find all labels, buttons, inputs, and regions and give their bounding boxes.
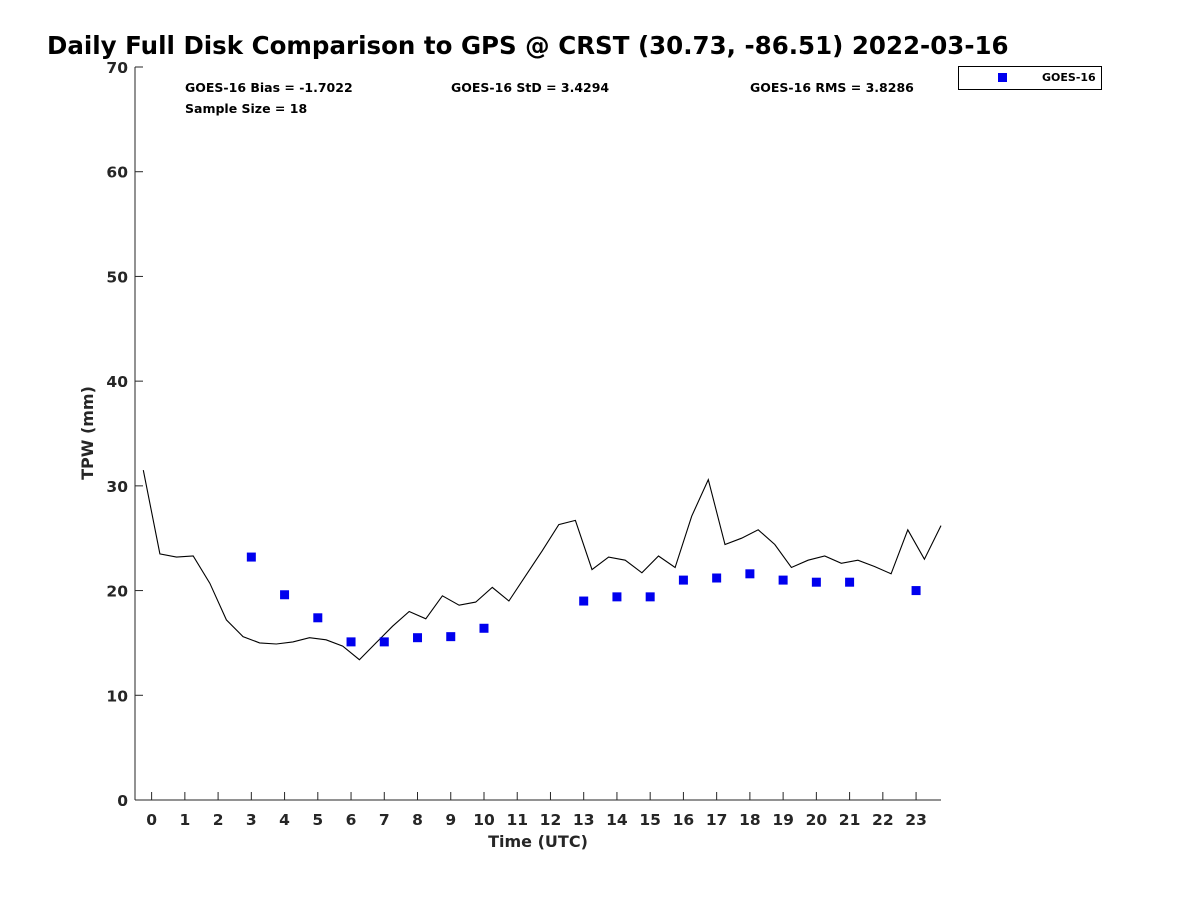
goes16-point	[645, 592, 655, 602]
gps-tpw-line	[142, 469, 942, 661]
axes	[134, 67, 941, 801]
plot-series	[142, 469, 942, 661]
goes16-point	[911, 586, 921, 596]
y-axis-ticks: 0 10 20 30 40 50 60 70	[106, 59, 143, 810]
x-tick-label: 18	[739, 811, 761, 829]
goes16-point	[712, 573, 722, 583]
goes16-point	[678, 575, 688, 585]
x-tick-label: 19	[772, 811, 794, 829]
y-tick-label: 60	[106, 164, 128, 182]
x-tick-label: 20	[806, 811, 828, 829]
x-tick-label: 14	[606, 811, 628, 829]
goes16-point	[845, 577, 855, 587]
x-tick-label: 5	[312, 811, 323, 829]
y-tick-label: 0	[117, 792, 128, 810]
goes16-point	[246, 552, 256, 562]
goes16-point	[778, 575, 788, 585]
x-tick-label: 13	[573, 811, 595, 829]
y-axis-label: TPW (mm)	[78, 386, 97, 480]
goes16-point	[446, 632, 456, 642]
x-tick-label: 21	[839, 811, 861, 829]
y-tick-label: 70	[106, 59, 128, 77]
goes16-point	[280, 590, 290, 600]
rms-stat: GOES-16 RMS = 3.8286	[750, 80, 914, 95]
x-tick-label: 2	[213, 811, 224, 829]
goes16-point	[346, 637, 356, 647]
x-tick-label: 0	[146, 811, 157, 829]
y-tick-label: 20	[106, 583, 128, 601]
legend: GOES-16	[958, 66, 1102, 90]
goes16-point	[811, 577, 821, 587]
x-tick-label: 3	[246, 811, 257, 829]
x-tick-label: 4	[279, 811, 290, 829]
goes16-point	[579, 596, 589, 606]
x-tick-label: 6	[346, 811, 357, 829]
y-tick-label: 50	[106, 268, 128, 286]
goes16-point	[413, 633, 423, 643]
x-tick-label: 11	[506, 811, 528, 829]
legend-box	[958, 66, 1102, 90]
x-tick-label: 17	[706, 811, 728, 829]
chart-title: Daily Full Disk Comparison to GPS @ CRST…	[47, 31, 1009, 60]
x-axis-label: Time (UTC)	[488, 832, 588, 851]
sample-size-stat: Sample Size = 18	[185, 101, 307, 116]
std-stat: GOES-16 StD = 3.4294	[451, 80, 609, 95]
x-tick-label: 10	[473, 811, 495, 829]
x-tick-label: 1	[179, 811, 190, 829]
x-tick-label: 8	[412, 811, 423, 829]
goes16-point	[379, 637, 389, 647]
x-tick-label: 16	[673, 811, 695, 829]
x-tick-label: 7	[379, 811, 390, 829]
y-tick-label: 30	[106, 478, 128, 496]
legend-marker-goes16	[998, 73, 1007, 82]
goes16-point	[479, 623, 489, 633]
x-tick-label: 9	[445, 811, 456, 829]
goes16-point	[313, 613, 323, 623]
goes16-point	[612, 592, 622, 602]
legend-label-goes16: GOES-16	[1042, 71, 1096, 84]
bias-stat: GOES-16 Bias = -1.7022	[185, 80, 353, 95]
goes16-point	[745, 569, 755, 579]
y-tick-label: 40	[106, 373, 128, 391]
x-tick-label: 15	[639, 811, 661, 829]
x-tick-label: 23	[905, 811, 927, 829]
x-tick-label: 22	[872, 811, 894, 829]
x-axis-ticks: 0 1 2 3 4 5 6 7 8 9 10 11 12 13 14 15 16 17 18 19 20 21 22 23	[146, 792, 927, 829]
x-tick-label: 12	[540, 811, 562, 829]
y-tick-label: 10	[106, 687, 128, 705]
